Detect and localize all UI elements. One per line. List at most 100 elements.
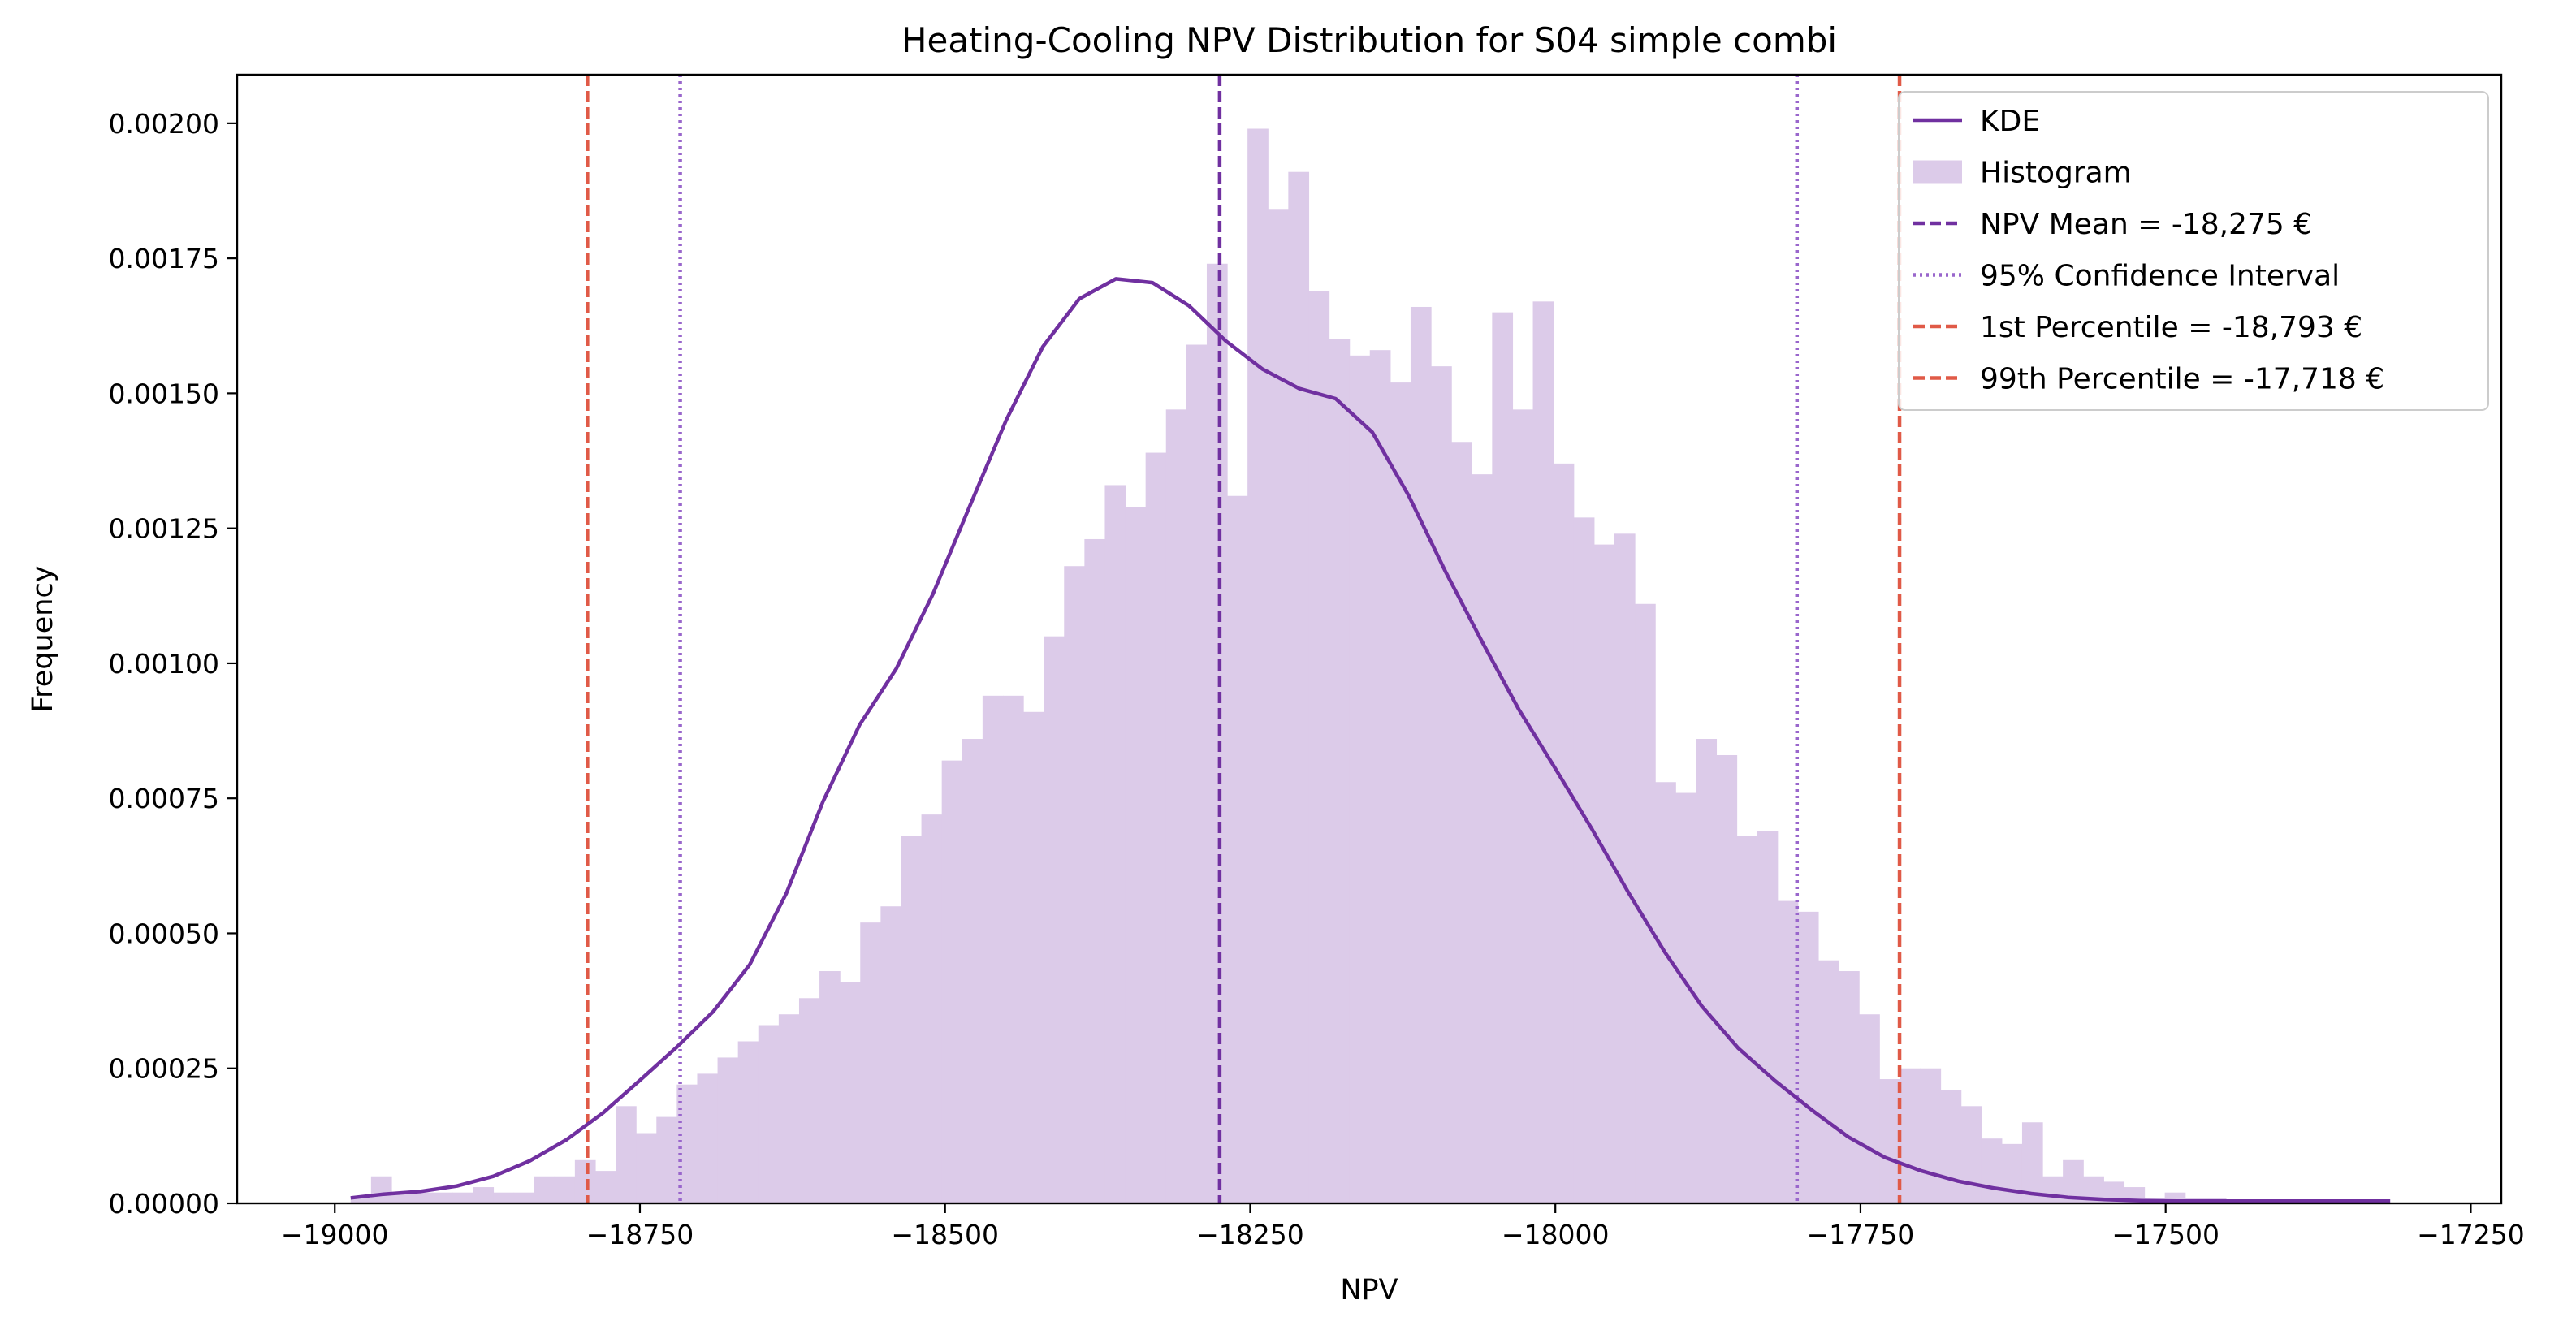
y-tick-label: 0.00075 bbox=[109, 783, 219, 814]
legend-entry: NPV Mean = -18,275 € bbox=[1913, 208, 2312, 241]
histogram-bar bbox=[1879, 1079, 1900, 1203]
histogram-bar bbox=[676, 1084, 698, 1203]
histogram-bar bbox=[880, 906, 902, 1203]
histogram-bar bbox=[1492, 312, 1514, 1203]
histogram-bar bbox=[513, 1192, 535, 1203]
histogram-bar bbox=[1329, 339, 1351, 1204]
histogram-bar bbox=[1757, 831, 1779, 1203]
legend-label: 1st Percentile = -18,793 € bbox=[1980, 311, 2362, 344]
x-tick-label: −18000 bbox=[1502, 1219, 1610, 1250]
histogram-bar bbox=[412, 1192, 433, 1203]
y-tick-label: 0.00150 bbox=[109, 378, 219, 409]
y-axis: 0.00000 0.00025 0.00050 0.00075 0.00100 0.001… bbox=[109, 108, 237, 1220]
histogram-bar bbox=[1696, 739, 1718, 1203]
histogram-bar bbox=[921, 814, 943, 1203]
x-axis: −19000 −18750 −18500 −18250 −18000 −17750 −175… bbox=[281, 1203, 2525, 1250]
histogram-bar bbox=[1573, 517, 1595, 1203]
kde-layer bbox=[350, 277, 2391, 1203]
histogram-bar bbox=[2042, 1176, 2064, 1203]
histogram-bar bbox=[1227, 495, 1248, 1203]
legend-box bbox=[1898, 91, 2489, 411]
kde-curve bbox=[350, 277, 2391, 1203]
histogram-bar bbox=[1940, 1090, 1962, 1203]
y-tick-label: 0.00050 bbox=[109, 918, 219, 949]
histogram-bar bbox=[1349, 355, 1371, 1204]
histogram-bar bbox=[1655, 782, 1676, 1203]
histogram-bar bbox=[473, 1187, 495, 1203]
histogram-bar bbox=[982, 695, 1004, 1203]
histogram-bar bbox=[717, 1057, 739, 1203]
histogram-bar bbox=[1268, 209, 1289, 1203]
histogram-bar bbox=[1023, 711, 1044, 1203]
histogram-bar bbox=[697, 1073, 719, 1203]
histogram-bar bbox=[616, 1106, 637, 1203]
histogram-bar bbox=[901, 836, 923, 1203]
histogram-bar bbox=[1512, 409, 1534, 1203]
histogram-bar bbox=[819, 971, 841, 1203]
histogram-bar bbox=[1369, 350, 1391, 1203]
histogram-bar bbox=[1635, 603, 1656, 1203]
histogram-bar bbox=[1797, 911, 1819, 1203]
x-axis-title: NPV bbox=[1340, 1274, 1398, 1306]
histogram-bar bbox=[1186, 344, 1208, 1203]
histogram-bar bbox=[1451, 442, 1472, 1203]
histogram-bar bbox=[350, 1198, 372, 1203]
histogram-bar bbox=[1308, 291, 1330, 1204]
plot-frame bbox=[236, 73, 2503, 1205]
histogram-bar bbox=[1125, 507, 1147, 1203]
histogram-bar bbox=[1777, 900, 1799, 1203]
legend-entry: KDE bbox=[1913, 105, 2040, 138]
y-tick-label: 0.00000 bbox=[109, 1188, 219, 1220]
histogram-bar bbox=[1859, 1014, 1880, 1203]
histogram-bar bbox=[370, 1176, 392, 1203]
histogram-bar bbox=[432, 1192, 453, 1203]
histogram-bar bbox=[1206, 263, 1228, 1203]
x-tick-label: −17500 bbox=[2111, 1219, 2219, 1250]
x-tick-label: −18750 bbox=[586, 1219, 694, 1250]
x-tick-label: −18500 bbox=[891, 1219, 999, 1250]
histogram-bar bbox=[778, 1014, 800, 1203]
y-tick-label: 0.00025 bbox=[109, 1053, 219, 1085]
legend-swatch bbox=[1913, 160, 1962, 184]
legend: KDE Histogram NPV Mean = -18,275 € 95% Conf… bbox=[1898, 91, 2489, 411]
legend-label: NPV Mean = -18,275 € bbox=[1980, 208, 2312, 241]
histogram-bar bbox=[1390, 382, 1411, 1203]
histogram-bar bbox=[1064, 566, 1085, 1203]
histogram-bar bbox=[1981, 1138, 2003, 1203]
histogram-bar bbox=[758, 1025, 780, 1203]
histogram-bar bbox=[636, 1133, 657, 1203]
x-tick-label: −19000 bbox=[281, 1219, 389, 1250]
histogram-bar bbox=[737, 1041, 759, 1203]
histogram-bar bbox=[656, 1116, 677, 1203]
y-tick-label: 0.00100 bbox=[109, 648, 219, 680]
histogram-bar bbox=[1593, 544, 1615, 1203]
histogram-bar bbox=[2021, 1122, 2043, 1203]
histogram-bar bbox=[1247, 128, 1269, 1203]
y-tick-label: 0.00200 bbox=[109, 108, 219, 140]
histogram-bar bbox=[1839, 971, 1860, 1203]
histogram-bar bbox=[452, 1192, 473, 1203]
histogram-bar bbox=[962, 739, 983, 1203]
y-tick-label: 0.00125 bbox=[109, 513, 219, 545]
histogram-bar bbox=[1431, 366, 1452, 1203]
legend-entry: 95% Confidence Interval bbox=[1913, 260, 2340, 293]
histogram-bar bbox=[798, 998, 820, 1203]
legend-entry: 1st Percentile = -18,793 € bbox=[1913, 311, 2362, 344]
histogram-bar bbox=[1165, 409, 1187, 1203]
histogram-bar bbox=[1410, 306, 1432, 1204]
chart-title: Heating-Cooling NPV Distribution for S04… bbox=[901, 20, 1837, 60]
legend-entry: 99th Percentile = -17,718 € bbox=[1913, 363, 2384, 396]
histogram-bar bbox=[554, 1176, 576, 1203]
histogram-bar bbox=[574, 1159, 596, 1203]
y-tick-label: 0.00175 bbox=[109, 243, 219, 274]
histogram-bar bbox=[1044, 636, 1065, 1203]
histogram-bar bbox=[1472, 474, 1493, 1203]
histogram-bar bbox=[1817, 960, 1839, 1203]
histogram-bar bbox=[1960, 1106, 1982, 1203]
histogram-bar bbox=[1675, 792, 1696, 1203]
histogram-bar bbox=[1920, 1068, 1942, 1203]
x-tick-label: −18250 bbox=[1196, 1219, 1304, 1250]
histogram-bar bbox=[1084, 538, 1106, 1203]
histogram-bar bbox=[2001, 1143, 2023, 1203]
